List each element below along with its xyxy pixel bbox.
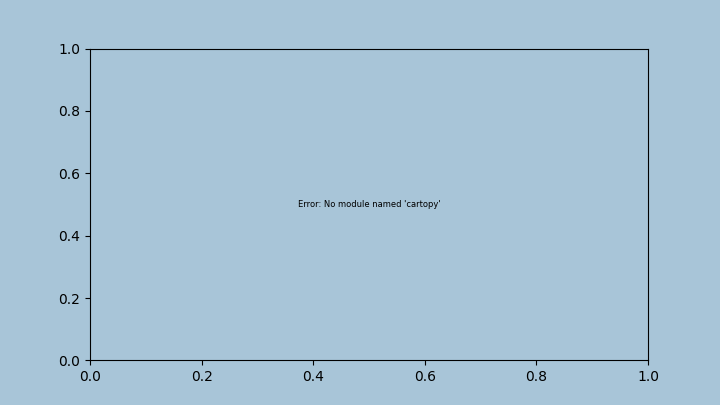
Text: Error: No module named 'cartopy': Error: No module named 'cartopy' xyxy=(297,200,441,209)
